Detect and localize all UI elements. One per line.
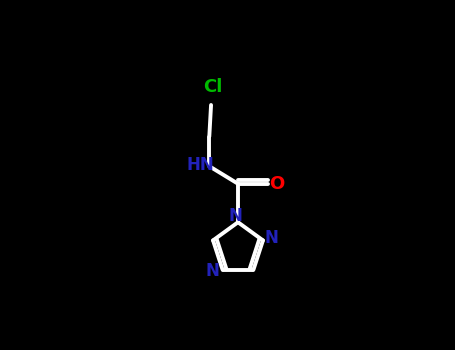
Text: Cl: Cl [203,78,222,96]
Text: O: O [269,175,285,193]
Text: N: N [206,262,220,280]
Text: HN: HN [187,155,214,174]
Text: N: N [228,207,242,225]
Text: N: N [265,229,278,247]
